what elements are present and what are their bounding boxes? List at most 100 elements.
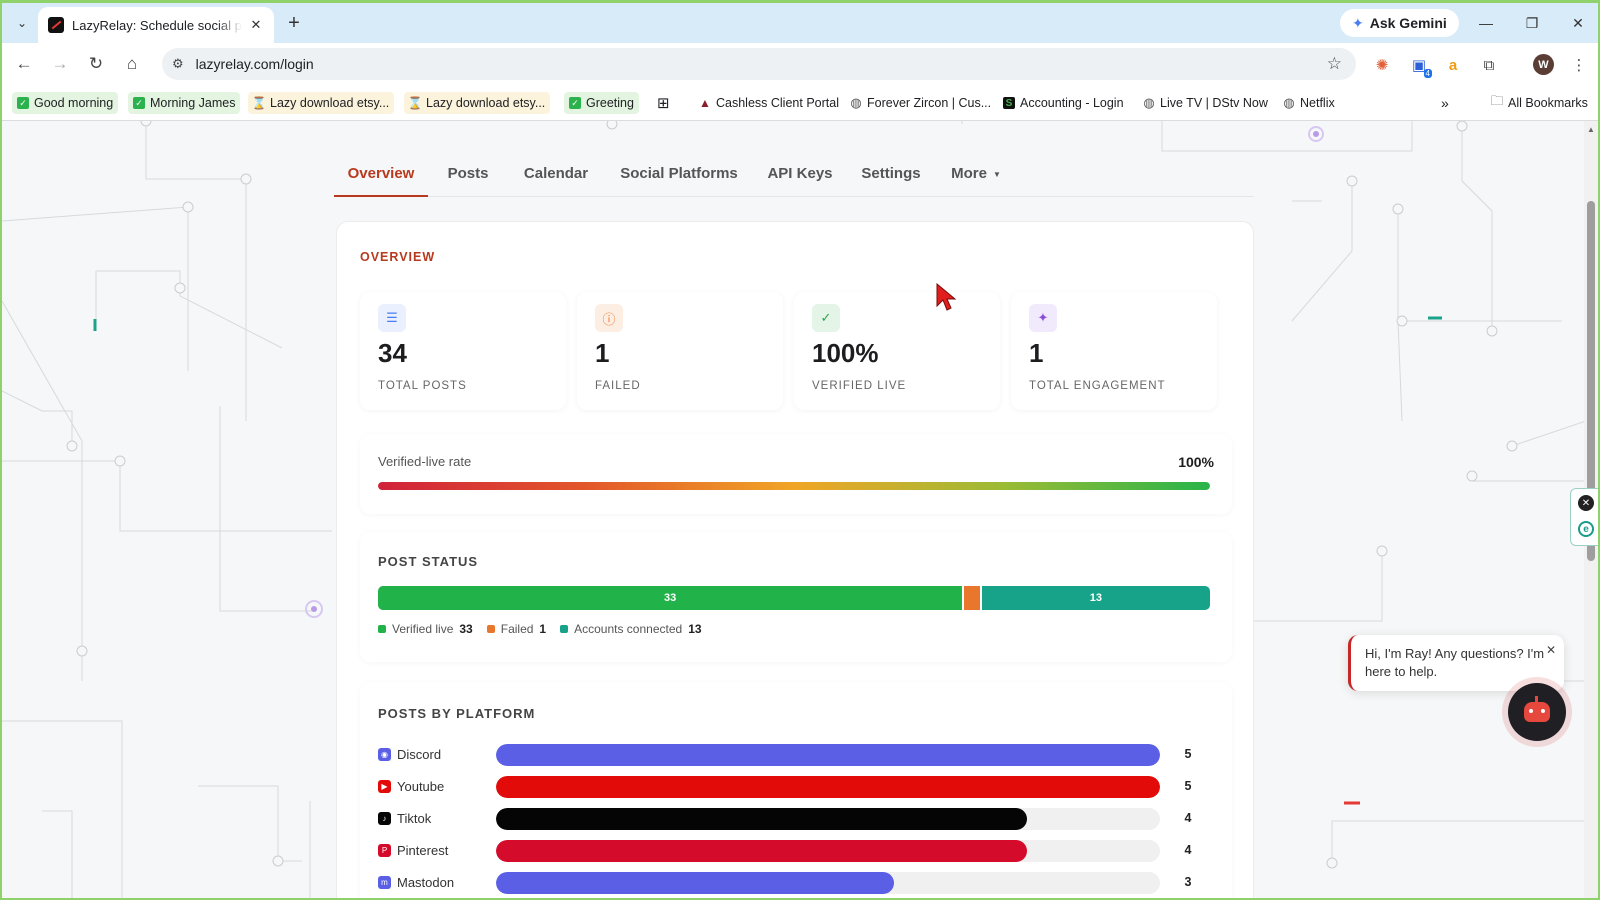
platform-label: Pinterest (397, 843, 449, 858)
tab-social-platforms[interactable]: Social Platforms (620, 165, 738, 182)
tab-overview[interactable]: Overview (334, 161, 428, 197)
hourglass-icon: ⌛ (407, 96, 423, 110)
legend-swatch (560, 625, 569, 633)
apps-grid-icon[interactable]: ⊞ (657, 95, 670, 112)
status-segment-failed (962, 586, 980, 610)
page-content: Overview Posts Calendar Social Platforms… (2, 121, 1586, 898)
claude-extension-icon[interactable]: ✺ (1375, 57, 1389, 74)
document-icon: ☰ (378, 304, 406, 332)
close-window-icon[interactable]: ✕ (1572, 14, 1584, 31)
site-info-icon[interactable]: ⚙ (172, 56, 184, 71)
bookmark-netflix[interactable]: ◍ Netflix (1278, 92, 1340, 114)
posts-by-platform-panel: POSTS BY PLATFORM ◉ Discord 5 ▶ Youtube 5 ♪ Tik… (360, 682, 1232, 898)
scroll-up-arrow-icon[interactable]: ▲ (1587, 125, 1595, 134)
bookmark-greeting[interactable]: ✓ Greeting (564, 92, 639, 114)
tab-api-keys[interactable]: API Keys (767, 165, 833, 182)
mouse-cursor-icon (936, 283, 957, 311)
mastodon-icon: m (378, 876, 391, 889)
platform-label: Youtube (397, 779, 445, 794)
platform-name: m Mastodon (378, 875, 454, 890)
alert-icon: ⓘ (595, 304, 623, 332)
bookmark-lazy-download-1[interactable]: ⌛ Lazy download etsy... (248, 92, 395, 114)
bookmark-cashless-client-portal[interactable]: ▲ Cashless Client Portal (694, 92, 844, 114)
bookmark-lazy-download-2[interactable]: ⌛ Lazy download etsy... (404, 92, 551, 114)
forward-arrow-icon[interactable]: → (51, 54, 69, 73)
platform-count: 5 (1184, 779, 1192, 793)
bookmark-live-tv[interactable]: ◍ Live TV | DStv Now (1138, 92, 1273, 114)
ask-gemini-label: Ask Gemini (1369, 15, 1447, 31)
folder-icon: 🗀 (1490, 93, 1504, 108)
tab-search-chevron-icon[interactable]: ⌄ (16, 16, 28, 30)
more-bookmarks-chevron-icon[interactable]: » (1441, 95, 1449, 111)
home-icon[interactable]: ⌂ (126, 54, 138, 73)
tab-strip: ⌄ LazyRelay: Schedule social posts ✕ + ✦… (2, 3, 1598, 43)
new-tab-plus-icon[interactable]: + (288, 11, 300, 34)
stat-failed: ⓘ 1 FAILED (577, 292, 783, 410)
tab-settings[interactable]: Settings (861, 165, 921, 182)
legend-item: Verified live 33 (378, 622, 473, 636)
extensions-puzzle-icon[interactable]: ⧉ (1483, 56, 1495, 74)
bookmark-accounting-login[interactable]: S Accounting - Login (998, 92, 1129, 114)
overview-heading: OVERVIEW (360, 250, 436, 264)
all-bookmarks-button[interactable]: 🗀 All Bookmarks (1486, 92, 1593, 114)
dashboard-nav-tabs: Overview Posts Calendar Social Platforms… (334, 161, 1254, 197)
bookmark-morning-james[interactable]: ✓ Morning James (128, 92, 241, 114)
profile-avatar[interactable]: W (1533, 54, 1554, 75)
tab-posts[interactable]: Posts (447, 165, 489, 182)
tab-calendar[interactable]: Calendar (523, 165, 589, 182)
platform-name: ♪ Tiktok (378, 811, 431, 826)
status-segment-verified-live: 33 (378, 586, 963, 610)
chat-message: Hi, I'm Ray! Any questions? I'm here to … (1365, 646, 1545, 679)
globe-icon: ◍ (1283, 95, 1295, 110)
all-bookmarks-label: All Bookmarks (1508, 96, 1588, 110)
post-status-heading: POST STATUS (378, 554, 479, 569)
check-icon: ✓ (569, 97, 581, 109)
robot-icon (1524, 696, 1550, 722)
platform-name: ◉ Discord (378, 747, 441, 762)
bookmark-good-morning[interactable]: ✓ Good morning (12, 92, 119, 114)
rate-progress-fill (378, 482, 1210, 490)
platform-row-mastodon: m Mastodon 3 (378, 872, 1218, 894)
chat-greeting-bubble: Hi, I'm Ray! Any questions? I'm here to … (1348, 635, 1564, 691)
bookmark-label: Lazy download etsy... (426, 96, 546, 110)
platform-label: Discord (397, 747, 442, 762)
tiktok-icon: ♪ (378, 812, 391, 825)
hourglass-icon: ⌛ (251, 96, 267, 110)
bookmark-label: Netflix (1300, 96, 1335, 110)
close-tab-icon[interactable]: ✕ (250, 17, 262, 32)
reload-icon[interactable]: ↻ (88, 54, 104, 73)
browser-toolbar: ← → ↻ ⌂ ⚙ lazyrelay.com/login ☆ ✺ ▣ 4 a ⧉… (2, 43, 1598, 85)
post-status-legend: Verified live 33 Failed 1 Accounts connected… (378, 622, 716, 636)
close-circle-icon[interactable]: ✕ (1578, 495, 1594, 511)
extension-badge-icon[interactable]: ▣ 4 (1411, 57, 1432, 78)
legend-count: 1 (539, 622, 547, 636)
platform-bar-fill (496, 776, 1160, 798)
bookmark-star-icon[interactable]: ☆ (1326, 54, 1342, 73)
platform-count: 4 (1184, 811, 1192, 825)
legend-swatch (378, 625, 386, 633)
tab-more-label: More (951, 165, 987, 182)
address-bar[interactable]: ⚙ lazyrelay.com/login ☆ (162, 48, 1356, 80)
platform-bar-fill (496, 872, 895, 894)
legend-item: Accounts connected 13 (560, 622, 702, 636)
browser-tab[interactable]: LazyRelay: Schedule social posts ✕ (38, 7, 274, 43)
platform-bar-track (496, 744, 1160, 766)
back-arrow-icon[interactable]: ← (15, 54, 33, 73)
platform-bar-track (496, 840, 1160, 862)
ask-gemini-button[interactable]: ✦ Ask Gemini (1340, 9, 1459, 37)
minimize-icon[interactable]: — (1479, 15, 1493, 31)
gemini-sparkle-icon: ✦ (1352, 14, 1364, 31)
e-logo-icon[interactable]: e (1578, 521, 1594, 537)
bookmark-label: Accounting - Login (1020, 96, 1124, 110)
restore-icon[interactable]: ❐ (1525, 14, 1539, 31)
amazon-extension-icon[interactable]: a (1448, 56, 1458, 74)
scroll-thumb[interactable] (1587, 201, 1595, 561)
platform-row-pinterest: P Pinterest 4 (378, 840, 1218, 862)
chat-close-icon[interactable]: ✕ (1545, 643, 1556, 657)
browser-menu-icon[interactable]: ⋮ (1571, 57, 1587, 74)
chat-launcher-button[interactable] (1508, 683, 1566, 741)
stat-total-engagement: ✦ 1 TOTAL ENGAGEMENT (1011, 292, 1217, 410)
tab-more[interactable]: More ▼ (944, 161, 1008, 197)
bookmark-forever-zircon[interactable]: ◍ Forever Zircon | Cus... (845, 92, 996, 114)
platform-count: 5 (1184, 747, 1192, 761)
